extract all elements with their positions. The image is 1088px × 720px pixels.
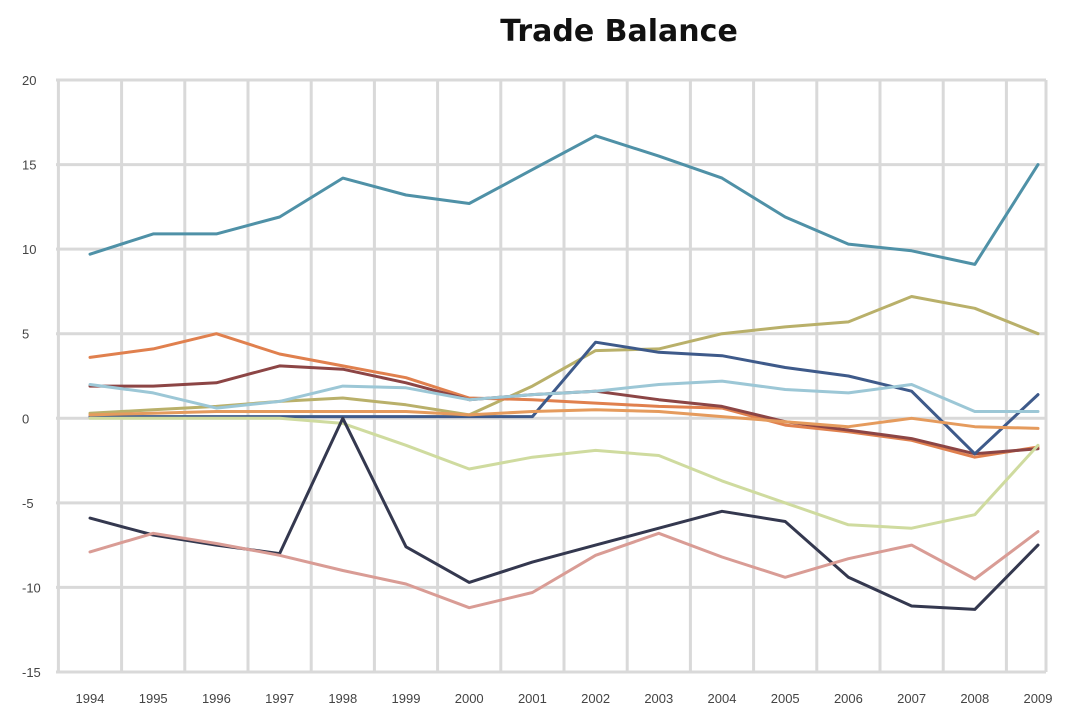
- tick-labels: 20 15 10 5 0 -5 -10 -15 1994 1995 1996 1997 1998 1999…: [22, 73, 1052, 706]
- x-tick-label: 2006: [834, 691, 863, 706]
- series-line-5: [88, 340, 1040, 456]
- x-tick-label: 2001: [518, 691, 547, 706]
- x-tick-label: 2002: [581, 691, 610, 706]
- x-tick-label: 2003: [644, 691, 673, 706]
- y-tick-label: -5: [22, 496, 34, 511]
- series-line-8: [88, 416, 1040, 530]
- y-tick-label: -15: [22, 665, 41, 680]
- y-tick-label: 20: [22, 73, 36, 88]
- x-tick-label: 1997: [265, 691, 294, 706]
- x-tick-label: 1994: [76, 691, 105, 706]
- y-tick-label: 15: [22, 158, 36, 173]
- x-tick-label: 1999: [392, 691, 421, 706]
- grid-layer: [56, 78, 1048, 674]
- x-tick-label: 2007: [897, 691, 926, 706]
- x-tick-label: 1998: [328, 691, 357, 706]
- x-tick-label: 2004: [708, 691, 737, 706]
- y-tick-label: 5: [22, 327, 29, 342]
- x-tick-label: 2000: [455, 691, 484, 706]
- x-tick-label: 2008: [960, 691, 989, 706]
- series-line-6: [88, 379, 1040, 413]
- series-line-10: [88, 530, 1040, 610]
- x-tick-label: 1996: [202, 691, 231, 706]
- y-tick-label: 10: [22, 242, 36, 257]
- chart-title: Trade Balance: [500, 14, 738, 49]
- series-line-3: [88, 332, 1040, 459]
- x-tick-label: 2009: [1024, 691, 1053, 706]
- series-layer: [88, 134, 1040, 611]
- x-tick-label: 2005: [771, 691, 800, 706]
- y-tick-label: 0: [22, 411, 29, 426]
- y-tick-label: -10: [22, 580, 41, 595]
- series-line-1: [88, 134, 1040, 266]
- series-line-7: [88, 408, 1040, 430]
- x-tick-label: 1995: [139, 691, 168, 706]
